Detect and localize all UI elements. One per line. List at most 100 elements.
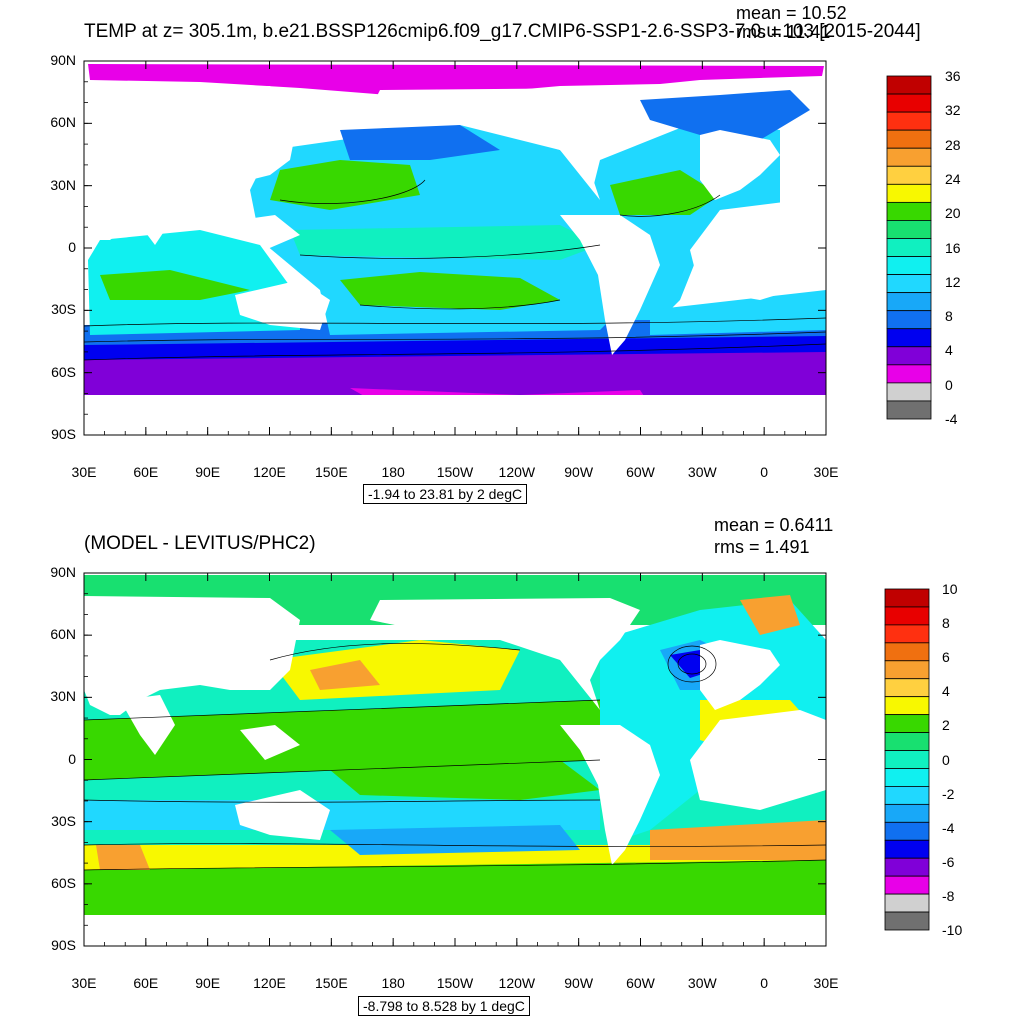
bottom-panel-title: (MODEL - LEVITUS/PHC2) <box>84 533 316 554</box>
x-tick-label: 150W <box>436 975 474 991</box>
colorbar-box <box>884 732 930 751</box>
x-tick-label: 30E <box>71 975 97 991</box>
top-map-field <box>84 61 826 435</box>
colorbar-box <box>884 786 930 805</box>
x-tick-label: 60E <box>133 464 159 480</box>
colorbar-box <box>884 803 930 823</box>
x-tick-label: 120E <box>253 464 286 480</box>
colorbar-box <box>884 714 930 733</box>
colorbar-box <box>884 857 930 877</box>
colorbar-label: -4 <box>942 819 955 836</box>
colorbar-box <box>886 111 932 131</box>
colorbar-label: 20 <box>945 205 961 222</box>
bottom-map-field <box>84 573 826 946</box>
x-tick-label: 0 <box>760 975 769 991</box>
x-tick-label: 150E <box>314 464 348 480</box>
colorbar-box <box>886 364 932 384</box>
bottom-range-box: -8.798 to 8.528 by 1 degC <box>358 996 530 1016</box>
colorbar-box <box>886 129 932 149</box>
colorbar-box <box>886 75 932 95</box>
bottom-panel-rms: rms = 1.491 <box>714 537 810 557</box>
x-tick-label: 120W <box>498 975 536 991</box>
colorbar-box <box>886 400 932 420</box>
bottom-map-ticks <box>83 572 827 947</box>
colorbar-label: -10 <box>942 922 963 938</box>
colorbar-label: 28 <box>945 136 961 153</box>
colorbar-label: -2 <box>942 785 955 802</box>
x-tick-label: 180 <box>381 464 405 480</box>
colorbar-label: -4 <box>945 411 958 427</box>
colorbar-label: 2 <box>942 717 950 734</box>
bottom-panel-mean: mean = 0.6411 <box>714 515 834 535</box>
top-range-box: -1.94 to 23.81 by 2 degC <box>363 484 528 504</box>
x-tick-label: 180 <box>381 975 405 991</box>
colorbar-label: 0 <box>942 751 950 768</box>
colorbar-box <box>886 220 932 239</box>
y-tick-label: 60N <box>50 626 76 643</box>
colorbar-box <box>884 911 930 931</box>
colorbar-label: 8 <box>945 308 953 325</box>
x-tick-label: 150E <box>314 975 348 991</box>
colorbar-label: 16 <box>945 239 961 256</box>
x-tick-label: 30E <box>813 975 839 991</box>
y-tick-label: 0 <box>68 239 76 255</box>
colorbar-label: 10 <box>942 581 958 597</box>
colorbar-label: 4 <box>942 683 950 700</box>
x-tick-label: 60E <box>133 975 159 991</box>
colorbar-box <box>884 642 930 662</box>
colorbar-box <box>886 93 932 113</box>
top-colorbar <box>886 75 932 420</box>
y-tick-label: 60S <box>51 363 76 380</box>
top-panel-rms: rms = 11.41 <box>736 22 831 42</box>
x-tick-label: 90W <box>564 464 594 480</box>
colorbar-box <box>886 147 932 167</box>
colorbar-box <box>886 201 932 221</box>
y-tick-label: 90S <box>51 426 76 442</box>
x-tick-label: 30W <box>687 975 717 991</box>
x-tick-label: 30E <box>813 464 839 480</box>
y-tick-label: 30S <box>51 812 76 829</box>
x-tick-label: 150W <box>436 464 474 480</box>
x-tick-label: 60W <box>626 464 655 480</box>
colorbar-box <box>886 165 932 185</box>
y-tick-label: 30N <box>50 176 76 193</box>
bottom-colorbar <box>884 588 930 931</box>
colorbar-box <box>884 893 930 913</box>
y-tick-label: 90N <box>50 52 76 68</box>
x-tick-label: 0 <box>760 464 769 480</box>
colorbar-box <box>886 274 932 294</box>
colorbar-label: -8 <box>942 887 955 904</box>
x-tick-label: 30W <box>687 464 717 480</box>
top-panel-mean: mean = 10.52 <box>736 3 847 23</box>
top-panel-title: TEMP at z= 305.1m, b.e21.BSSP126cmip6.f0… <box>84 21 921 42</box>
colorbar-label: 6 <box>942 649 950 666</box>
colorbar-label: 32 <box>945 102 961 119</box>
colorbar-box <box>886 183 932 203</box>
x-tick-label: 90E <box>195 975 221 991</box>
colorbar-label: 4 <box>945 342 953 359</box>
colorbar-box <box>884 606 930 626</box>
y-tick-label: 90S <box>51 937 76 953</box>
colorbar-label: 36 <box>945 68 961 84</box>
colorbar-box <box>886 346 932 366</box>
y-tick-label: 60N <box>50 114 76 131</box>
colorbar-box <box>884 660 930 680</box>
colorbar-label: 12 <box>945 273 961 290</box>
y-tick-label: 30N <box>50 688 76 705</box>
top-map-ticks <box>83 60 827 436</box>
colorbar-box <box>886 310 932 330</box>
colorbar-box <box>884 750 930 769</box>
colorbar-label: 8 <box>942 615 950 632</box>
colorbar-box <box>884 696 930 716</box>
colorbar-box <box>886 292 932 312</box>
x-tick-label: 120W <box>498 464 536 480</box>
x-tick-label: 60W <box>626 975 655 991</box>
colorbar-box <box>884 839 930 859</box>
colorbar-box <box>884 624 930 644</box>
colorbar-box <box>884 768 930 787</box>
colorbar-box <box>884 588 930 608</box>
y-tick-label: 30S <box>51 301 76 318</box>
y-tick-label: 90N <box>50 564 76 580</box>
colorbar-box <box>886 256 932 275</box>
